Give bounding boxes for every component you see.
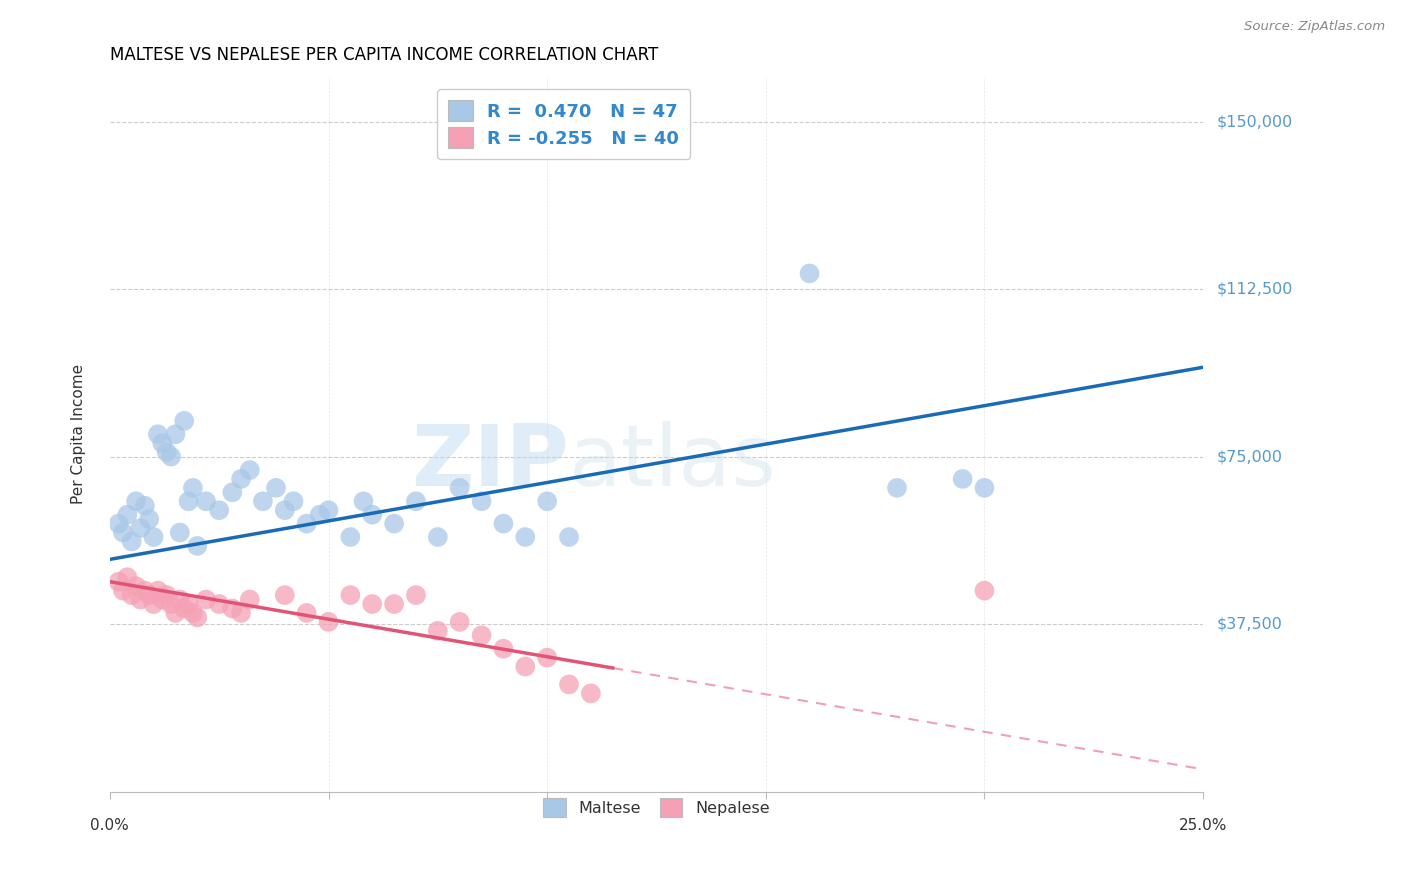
Point: [283, 494, 305, 508]
Y-axis label: Per Capita Income: Per Capita Income: [72, 364, 86, 504]
Point: [492, 516, 515, 531]
Point: [449, 615, 471, 629]
Point: [125, 579, 148, 593]
Point: [973, 481, 995, 495]
Point: [339, 588, 361, 602]
Point: [142, 597, 165, 611]
Text: MALTESE VS NEPALESE PER CAPITA INCOME CORRELATION CHART: MALTESE VS NEPALESE PER CAPITA INCOME CO…: [110, 46, 658, 64]
Point: [208, 597, 231, 611]
Point: [318, 615, 340, 629]
Point: [121, 588, 143, 602]
Point: [579, 686, 602, 700]
Point: [221, 601, 243, 615]
Point: [229, 606, 252, 620]
Legend: Maltese, Nepalese: Maltese, Nepalese: [537, 792, 776, 823]
Point: [181, 481, 204, 495]
Point: [471, 494, 494, 508]
Point: [361, 508, 384, 522]
Point: [449, 481, 471, 495]
Point: [274, 503, 297, 517]
Text: $150,000: $150,000: [1216, 114, 1292, 129]
Text: Source: ZipAtlas.com: Source: ZipAtlas.com: [1244, 20, 1385, 33]
Point: [169, 525, 191, 540]
Point: [169, 592, 191, 607]
Point: [295, 516, 318, 531]
Point: [886, 481, 908, 495]
Text: $75,000: $75,000: [1216, 449, 1282, 464]
Point: [142, 530, 165, 544]
Point: [229, 472, 252, 486]
Point: [173, 414, 195, 428]
Point: [134, 583, 156, 598]
Point: [274, 588, 297, 602]
Point: [177, 597, 200, 611]
Point: [150, 592, 173, 607]
Point: [117, 508, 139, 522]
Point: [186, 610, 208, 624]
Text: ZIP: ZIP: [412, 421, 569, 504]
Point: [536, 494, 558, 508]
Point: [952, 472, 974, 486]
Text: 25.0%: 25.0%: [1180, 819, 1227, 833]
Text: 0.0%: 0.0%: [90, 819, 129, 833]
Point: [264, 481, 287, 495]
Point: [125, 494, 148, 508]
Point: [382, 597, 405, 611]
Point: [177, 494, 200, 508]
Point: [134, 499, 156, 513]
Point: [107, 574, 129, 589]
Text: $112,500: $112,500: [1216, 282, 1292, 296]
Point: [515, 659, 537, 673]
Point: [181, 606, 204, 620]
Point: [156, 588, 179, 602]
Point: [558, 530, 581, 544]
Point: [186, 539, 208, 553]
Point: [382, 516, 405, 531]
Point: [121, 534, 143, 549]
Point: [308, 508, 330, 522]
Point: [361, 597, 384, 611]
Point: [353, 494, 375, 508]
Point: [156, 445, 179, 459]
Point: [173, 601, 195, 615]
Point: [160, 597, 183, 611]
Point: [165, 427, 187, 442]
Point: [799, 267, 821, 281]
Point: [339, 530, 361, 544]
Point: [146, 427, 169, 442]
Point: [492, 641, 515, 656]
Point: [129, 521, 152, 535]
Point: [239, 592, 262, 607]
Text: atlas: atlas: [569, 421, 778, 504]
Point: [515, 530, 537, 544]
Point: [426, 530, 449, 544]
Point: [208, 503, 231, 517]
Point: [973, 583, 995, 598]
Point: [221, 485, 243, 500]
Point: [129, 592, 152, 607]
Point: [536, 650, 558, 665]
Point: [558, 677, 581, 691]
Point: [239, 463, 262, 477]
Point: [195, 592, 218, 607]
Point: [138, 512, 160, 526]
Text: $37,500: $37,500: [1216, 616, 1282, 632]
Point: [111, 583, 134, 598]
Point: [295, 606, 318, 620]
Point: [160, 450, 183, 464]
Point: [471, 628, 494, 642]
Point: [117, 570, 139, 584]
Point: [146, 583, 169, 598]
Point: [405, 588, 427, 602]
Point: [111, 525, 134, 540]
Point: [150, 436, 173, 450]
Point: [195, 494, 218, 508]
Point: [426, 624, 449, 638]
Point: [107, 516, 129, 531]
Point: [405, 494, 427, 508]
Point: [252, 494, 274, 508]
Point: [138, 588, 160, 602]
Point: [318, 503, 340, 517]
Point: [165, 606, 187, 620]
